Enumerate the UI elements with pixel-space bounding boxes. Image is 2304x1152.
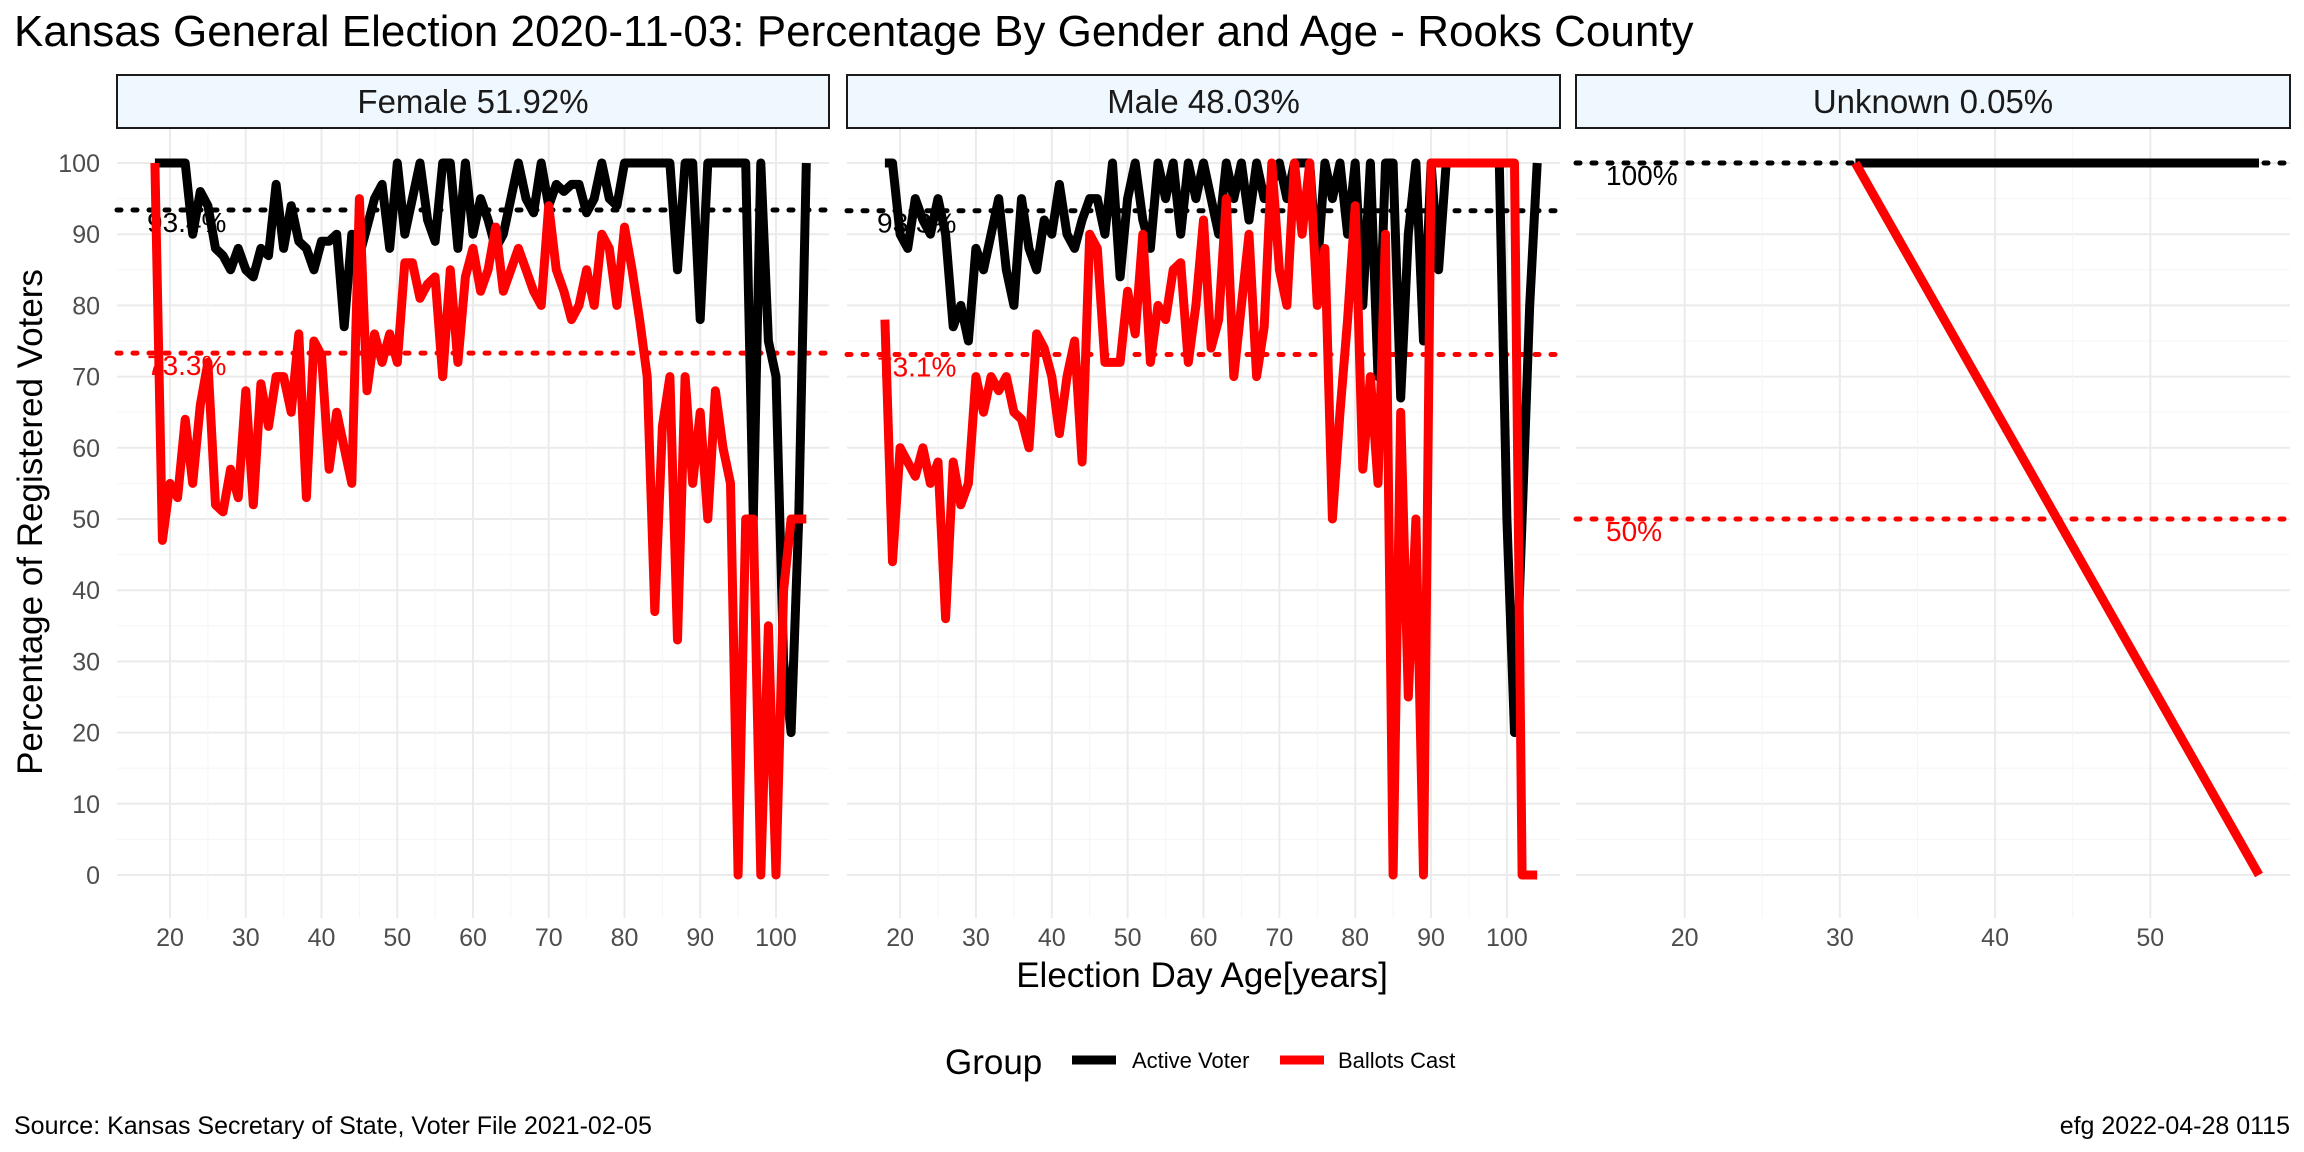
x-tick-label: 100	[755, 924, 797, 952]
legend-label: Ballots Cast	[1338, 1048, 1455, 1073]
x-tick-label: 100	[1486, 924, 1528, 952]
x-tick-label: 20	[886, 924, 914, 952]
y-tick-label: 100	[58, 150, 100, 178]
reference-label: 50%	[1606, 516, 1662, 547]
x-tick-label: 80	[1341, 924, 1369, 952]
facet-panels: Female 51.92%93.4%73.3%01020304050607080…	[58, 74, 2293, 952]
x-tick-label: 60	[1190, 924, 1218, 952]
y-tick-label: 80	[72, 292, 100, 320]
x-tick-label: 50	[1114, 924, 1142, 952]
y-tick-label: 0	[86, 862, 100, 890]
x-tick-label: 40	[1981, 924, 2009, 952]
series-line-ballots-cast	[880, 158, 1538, 880]
facet-strip	[846, 74, 1561, 129]
legend-label: Active Voter	[1132, 1048, 1249, 1073]
source-caption: Source: Kansas Secretary of State, Voter…	[14, 1112, 652, 1140]
series-line-active-voter	[154, 158, 811, 738]
facet-strip	[1575, 74, 2291, 129]
x-tick-label: 40	[1038, 924, 1066, 952]
y-tick-label: 20	[72, 720, 100, 748]
x-tick-label: 30	[962, 924, 990, 952]
panel-1: Female 51.92%93.4%73.3%01020304050607080…	[58, 74, 832, 952]
reference-label: 100%	[1606, 160, 1678, 191]
facet-strip	[116, 74, 830, 129]
gridlines	[1576, 112, 2290, 918]
facet-strip-label: Male 48.03%	[1107, 83, 1300, 120]
x-tick-label: 50	[2136, 924, 2164, 952]
y-tick-label: 90	[72, 221, 100, 249]
x-tick-label: 30	[1826, 924, 1854, 952]
y-axis-title: Percentage of Registered Voters	[11, 269, 50, 775]
x-tick-label: 40	[308, 924, 336, 952]
y-tick-label: 10	[72, 791, 100, 819]
x-tick-label: 80	[611, 924, 639, 952]
x-tick-label: 20	[156, 924, 184, 952]
x-tick-label: 50	[383, 924, 411, 952]
y-tick-label: 60	[72, 435, 100, 463]
x-tick-label: 20	[1671, 924, 1699, 952]
facet-strip-label: Female 51.92%	[357, 83, 588, 120]
series-line-ballots-cast	[150, 162, 807, 880]
series-line-ballots-cast	[1851, 160, 2263, 878]
panel-3: Unknown 0.05% 100% 50% 20 30 40 50	[1573, 74, 2293, 952]
x-tick-label: 70	[1265, 924, 1293, 952]
legend-title: Group	[945, 1043, 1042, 1082]
chart-title: Kansas General Election 2020-11-03: Perc…	[14, 7, 1694, 56]
x-tick-label: 70	[535, 924, 563, 952]
y-tick-label: 70	[72, 364, 100, 392]
legend-items: Active Voter Ballots Cast	[1072, 1048, 1455, 1073]
y-tick-label: 30	[72, 648, 100, 676]
credit-caption: efg 2022-04-28 0115	[2060, 1112, 2290, 1140]
x-axis-title: Election Day Age[years]	[1016, 956, 1388, 995]
x-tick-label: 30	[232, 924, 260, 952]
x-tick-label: 60	[459, 924, 487, 952]
x-tick-label: 90	[1417, 924, 1445, 952]
y-tick-label: 50	[72, 506, 100, 534]
panel-2: Male 48.03%93.3%73.1%20 30 40 50 60 70 80 90 100	[844, 74, 1563, 952]
x-tick-label: 90	[686, 924, 714, 952]
legend: Group Active Voter Ballots Cast	[945, 1043, 1455, 1082]
facet-strip-label: Unknown 0.05%	[1813, 83, 2053, 120]
y-tick-label: 40	[72, 577, 100, 605]
